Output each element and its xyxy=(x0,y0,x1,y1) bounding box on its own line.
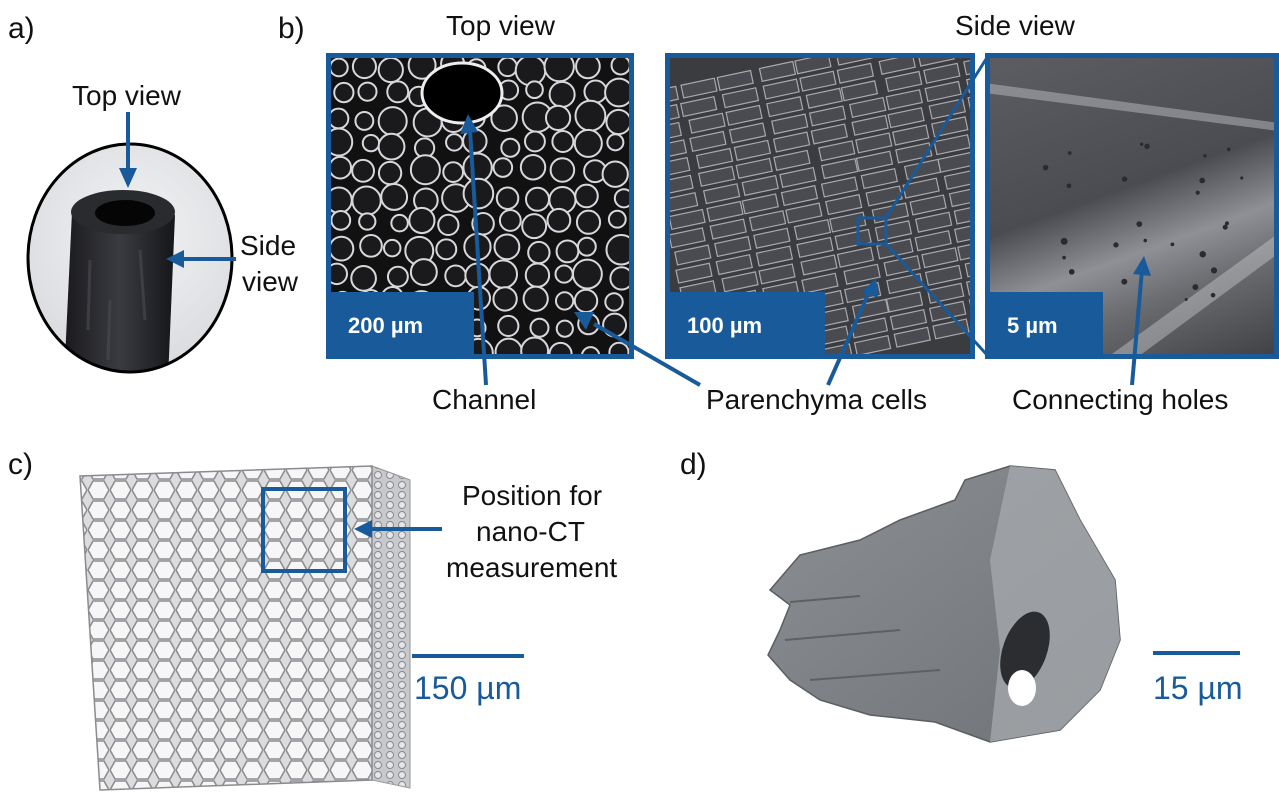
panel-label-a: a) xyxy=(8,12,35,45)
arrow-nano-ct xyxy=(354,520,372,538)
scale-label-15: 15 µm xyxy=(1153,670,1243,706)
arrow-top-view xyxy=(119,168,137,188)
position-label-3: measurement xyxy=(446,552,618,583)
panel-label-c: c) xyxy=(8,448,33,481)
zoom-box xyxy=(856,216,888,246)
channel-label: Channel xyxy=(432,384,537,415)
arrow-side-view xyxy=(166,250,184,268)
scale-bar-5: 5 µm xyxy=(985,292,1103,359)
arrow-parenchyma-1 xyxy=(574,312,594,330)
side-view-label-a1: Side xyxy=(240,230,297,261)
position-label-1: Position for xyxy=(462,480,603,511)
scale-bar-200: 200 µm xyxy=(326,292,474,359)
scale-bar-100: 100 µm xyxy=(665,292,825,359)
arrow-channel xyxy=(460,114,478,134)
top-view-label-a: Top view xyxy=(72,80,181,111)
side-view-title-b: Side view xyxy=(955,10,1075,41)
side-view-label-a2: view xyxy=(242,266,299,297)
connecting-holes-label: Connecting holes xyxy=(1012,384,1229,415)
parenchyma-label: Parenchyma cells xyxy=(706,384,927,415)
panel-label-d: d) xyxy=(680,448,707,481)
top-view-title-b: Top view xyxy=(446,10,555,41)
scale-label-150: 150 µm xyxy=(414,670,522,706)
nano-ct-position-box xyxy=(261,487,347,573)
hole-render xyxy=(1000,611,1050,689)
arrow-parenchyma-2 xyxy=(862,278,878,298)
hole-opening xyxy=(1008,670,1036,706)
panel-label-b: b) xyxy=(278,12,305,45)
arrow-connecting-holes xyxy=(1133,256,1151,276)
position-label-2: nano-CT xyxy=(476,516,585,547)
ct-volume-front xyxy=(79,465,373,791)
